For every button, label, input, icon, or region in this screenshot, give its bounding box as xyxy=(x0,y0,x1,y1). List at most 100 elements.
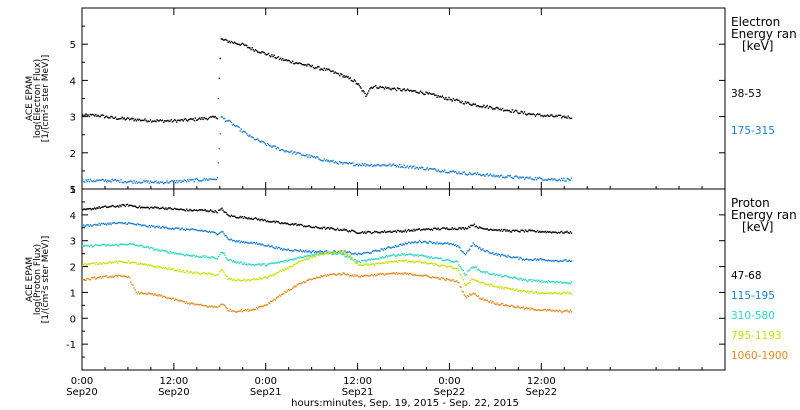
data-point xyxy=(213,211,215,214)
data-point xyxy=(227,41,229,44)
data-point xyxy=(196,303,199,306)
data-point xyxy=(314,67,317,69)
data-point xyxy=(566,117,568,119)
data-point xyxy=(207,272,210,274)
data-point xyxy=(412,260,414,262)
data-point xyxy=(160,294,163,296)
data-point xyxy=(439,265,441,267)
data-point xyxy=(155,265,157,268)
data-point xyxy=(438,96,440,98)
data-point xyxy=(469,293,471,295)
data-point xyxy=(87,245,89,247)
data-point xyxy=(344,229,346,231)
data-point xyxy=(453,244,456,247)
data-point xyxy=(121,222,123,224)
data-point xyxy=(520,306,522,308)
data-point xyxy=(235,42,237,45)
data-point xyxy=(160,119,163,122)
data-point xyxy=(448,96,450,99)
data-point xyxy=(290,288,293,291)
data-point xyxy=(534,177,537,179)
data-point xyxy=(403,253,405,255)
data-point xyxy=(498,287,500,289)
data-point xyxy=(271,245,273,247)
data-point xyxy=(162,226,165,228)
data-point xyxy=(113,221,116,224)
data-point xyxy=(232,310,235,312)
proton-legend-title: Proton xyxy=(731,196,770,210)
data-point xyxy=(530,259,532,261)
data-point xyxy=(243,242,246,244)
data-point xyxy=(529,176,531,178)
data-point xyxy=(323,252,326,254)
data-point xyxy=(479,106,481,108)
data-point xyxy=(238,262,240,265)
data-point xyxy=(307,251,309,253)
data-point xyxy=(204,179,206,181)
data-point xyxy=(314,225,317,228)
data-point xyxy=(416,260,418,263)
data-point xyxy=(136,293,139,295)
data-point xyxy=(504,228,506,231)
data-point xyxy=(335,72,338,74)
data-point xyxy=(112,262,114,264)
proton-legend-entry: 795-1193 xyxy=(731,330,782,342)
data-point xyxy=(168,120,170,123)
data-point xyxy=(287,59,289,62)
data-point xyxy=(541,231,543,233)
data-point xyxy=(341,229,343,232)
data-point xyxy=(500,174,503,176)
data-point xyxy=(540,309,542,311)
data-point xyxy=(442,243,445,245)
data-point xyxy=(340,73,342,75)
data-point xyxy=(228,215,230,217)
data-point xyxy=(258,51,260,53)
data-point xyxy=(196,272,199,274)
data-point xyxy=(171,208,174,211)
data-point xyxy=(311,278,313,280)
data-point xyxy=(375,275,377,277)
data-point xyxy=(295,262,297,264)
data-point xyxy=(134,223,136,226)
data-point xyxy=(435,243,437,245)
data-point xyxy=(538,177,540,179)
data-point xyxy=(417,261,420,263)
data-point xyxy=(279,269,282,272)
data-point xyxy=(434,263,436,265)
data-point xyxy=(178,209,180,211)
data-point xyxy=(564,231,566,233)
electron-panel-frame xyxy=(81,7,726,190)
data-point xyxy=(512,177,515,179)
data-point xyxy=(302,64,305,66)
data-point xyxy=(542,258,544,261)
data-point xyxy=(500,302,503,305)
data-point xyxy=(277,147,280,149)
data-point xyxy=(298,283,300,285)
data-point xyxy=(462,227,464,229)
data-point xyxy=(515,256,517,259)
data-point xyxy=(464,173,467,175)
data-point xyxy=(354,258,356,261)
data-point xyxy=(461,100,463,103)
data-point xyxy=(166,180,168,182)
data-point xyxy=(476,172,479,174)
data-point xyxy=(474,245,476,247)
data-point xyxy=(435,277,437,279)
data-point xyxy=(532,113,534,115)
data-point xyxy=(550,114,552,116)
data-point xyxy=(206,257,209,259)
data-point xyxy=(551,232,553,234)
data-point xyxy=(84,225,86,228)
data-point xyxy=(470,294,472,296)
data-point xyxy=(357,165,359,167)
data-point xyxy=(422,167,424,169)
data-point xyxy=(147,292,149,294)
data-point xyxy=(161,296,164,298)
data-point xyxy=(125,223,128,225)
data-point xyxy=(487,107,490,109)
data-point xyxy=(295,258,297,261)
data-point xyxy=(354,261,356,263)
data-point xyxy=(117,118,119,120)
data-point xyxy=(494,108,496,110)
data-point xyxy=(524,177,527,179)
